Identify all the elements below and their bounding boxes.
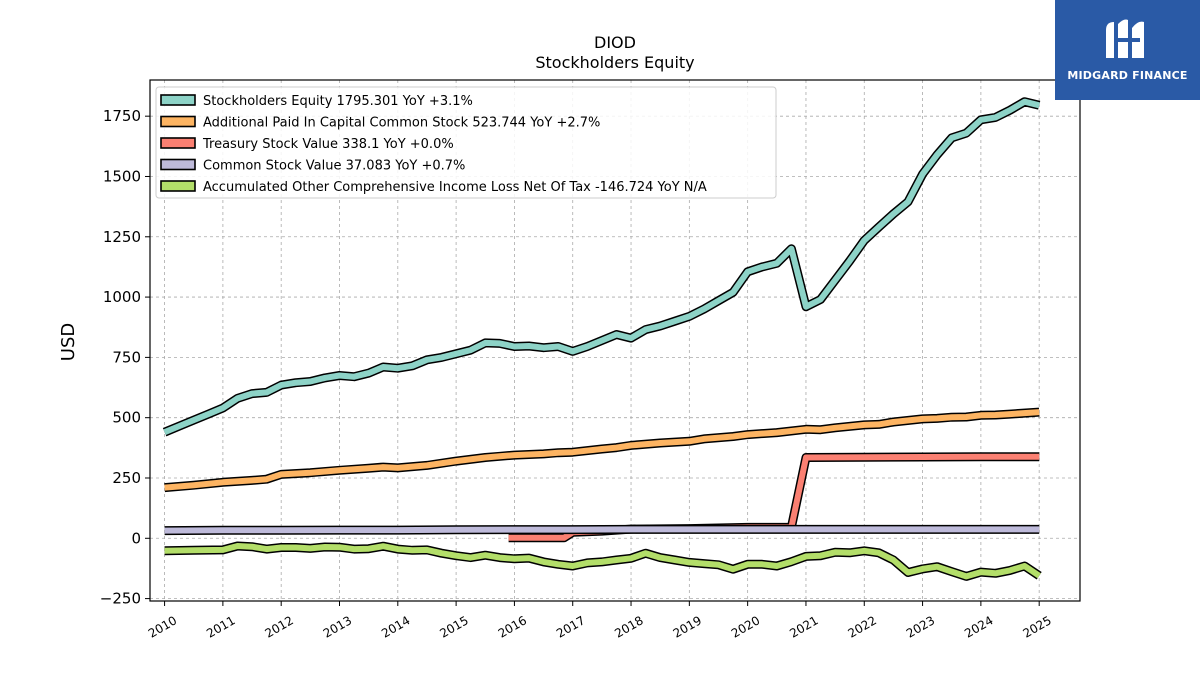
x-tick-label: 2010: [146, 613, 179, 640]
y-tick-label: 1000: [103, 288, 141, 306]
legend-swatch: [160, 115, 196, 128]
x-tick-label: 2012: [262, 613, 295, 640]
legend-label: Treasury Stock Value 338.1 YoY +0.0%: [202, 137, 454, 152]
chart-title: DIOD: [594, 33, 636, 52]
legend-swatch: [160, 94, 196, 106]
y-tick-label: 750: [112, 348, 141, 366]
x-tick-label: 2025: [1020, 613, 1053, 640]
x-tick-label: 2021: [787, 613, 820, 640]
legend: Stockholders Equity 1795.301 YoY +3.1% Ad…: [155, 86, 777, 199]
legend-label: Additional Paid In Capital Common Stock …: [203, 116, 600, 131]
x-tick-label: 2023: [904, 613, 937, 640]
x-tick-label: 2016: [496, 613, 529, 640]
legend-label: Accumulated Other Comprehensive Income L…: [203, 180, 707, 195]
y-tick-label: 250: [112, 469, 141, 487]
series-lines: [162, 97, 1042, 581]
legend-swatch: [160, 137, 196, 149]
midgard-finance-logo: MIDGARD FINANCE: [1055, 0, 1200, 100]
legend-label: Common Stock Value 37.083 YoY +0.7%: [203, 159, 465, 174]
x-tick-label: 2019: [671, 613, 704, 640]
x-tick-label: 2022: [846, 613, 879, 640]
x-tick-label: 2014: [379, 613, 412, 640]
logo-text: MIDGARD FINANCE: [1067, 69, 1188, 82]
legend-swatch: [160, 158, 196, 171]
x-tick-label: 2018: [612, 613, 645, 640]
y-tick-label: 1500: [103, 167, 141, 185]
series-line: [164, 409, 1040, 491]
y-tick-label: −250: [100, 590, 141, 608]
x-tick-label: 2024: [962, 613, 995, 640]
series-line: [164, 526, 1040, 534]
y-tick-label: 1750: [103, 107, 141, 125]
x-tick-label: 2017: [554, 613, 587, 640]
legend-box: [155, 86, 777, 199]
plot-frame: [149, 79, 1081, 602]
y-tick-label: 500: [112, 409, 141, 427]
legend-label: Stockholders Equity 1795.301 YoY +3.1%: [203, 94, 473, 109]
chart-subtitle: Stockholders Equity: [535, 53, 694, 72]
x-tick-label: 2011: [204, 613, 237, 640]
series-line: [163, 98, 1040, 435]
y-axis-label: USD: [58, 323, 79, 361]
x-tick-label: 2015: [437, 613, 470, 640]
series-line: [164, 543, 1041, 580]
legend-swatch: [160, 180, 196, 192]
y-tick-label: 0: [131, 529, 141, 547]
y-tick-label: 1250: [103, 228, 141, 246]
x-tick-label: 2020: [729, 613, 762, 640]
x-tick-label: 2013: [321, 613, 354, 640]
logo-mark-icon: [1106, 19, 1144, 59]
